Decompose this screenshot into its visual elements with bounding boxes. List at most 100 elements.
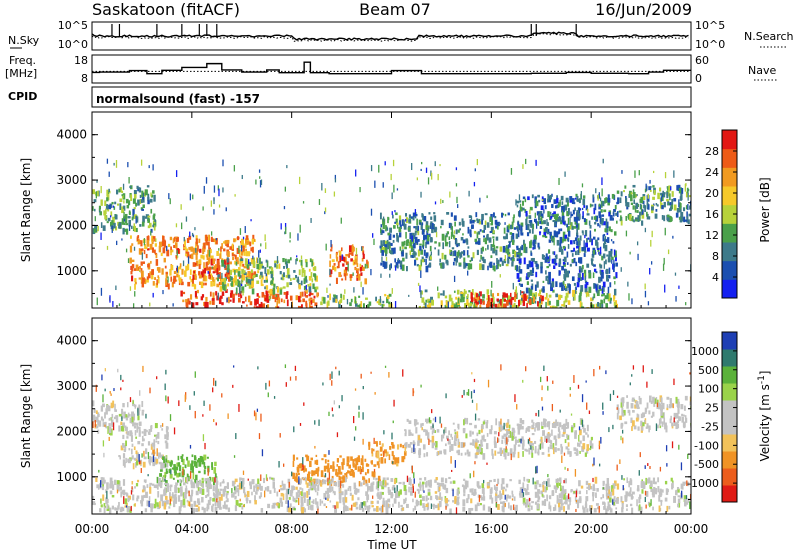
data-cell bbox=[133, 425, 137, 429]
data-cell bbox=[172, 303, 174, 307]
data-cell bbox=[444, 304, 447, 308]
data-cell bbox=[499, 447, 503, 454]
data-cell bbox=[681, 485, 684, 490]
data-cell bbox=[135, 202, 137, 207]
data-cell bbox=[302, 298, 305, 303]
data-cell bbox=[205, 296, 208, 302]
data-cell bbox=[553, 258, 557, 265]
data-cell bbox=[394, 301, 397, 308]
data-cell bbox=[233, 165, 236, 172]
data-cell bbox=[204, 275, 208, 282]
data-cell bbox=[613, 501, 616, 506]
data-cell bbox=[616, 497, 619, 504]
data-cell bbox=[606, 506, 609, 512]
data-cell bbox=[481, 424, 484, 430]
data-cell bbox=[409, 442, 413, 445]
data-cell bbox=[282, 483, 285, 491]
data-cell bbox=[169, 485, 172, 492]
data-cell bbox=[414, 230, 417, 234]
data-cell bbox=[517, 444, 521, 447]
data-cell bbox=[673, 204, 677, 211]
data-cell bbox=[534, 446, 537, 453]
data-cell bbox=[118, 425, 121, 432]
data-cell bbox=[355, 506, 359, 510]
data-cell bbox=[159, 481, 163, 489]
data-cell bbox=[449, 481, 452, 484]
data-cell bbox=[144, 243, 146, 249]
data-cell bbox=[342, 294, 345, 300]
data-cell bbox=[629, 503, 633, 507]
data-cell bbox=[178, 506, 182, 512]
data-cell bbox=[571, 225, 574, 230]
data-cell bbox=[308, 298, 312, 302]
data-cell bbox=[168, 468, 172, 474]
data-cell bbox=[526, 264, 530, 270]
data-cell bbox=[528, 229, 531, 234]
data-cell bbox=[625, 197, 628, 203]
data-cell bbox=[208, 485, 211, 490]
data-cell bbox=[561, 284, 564, 291]
data-cell bbox=[404, 499, 407, 504]
data-cell bbox=[573, 491, 576, 494]
data-cell bbox=[163, 502, 167, 510]
data-cell bbox=[528, 215, 532, 219]
data-cell bbox=[177, 479, 179, 483]
data-cell bbox=[601, 218, 603, 226]
data-cell bbox=[469, 229, 472, 236]
data-region bbox=[368, 440, 407, 467]
data-cell bbox=[499, 450, 502, 454]
data-cell bbox=[501, 439, 504, 444]
data-cell bbox=[159, 501, 161, 509]
data-cell bbox=[430, 170, 432, 177]
data-cell bbox=[219, 482, 222, 487]
data-cell bbox=[678, 217, 681, 220]
data-cell bbox=[166, 434, 169, 441]
data-cell bbox=[529, 298, 532, 306]
data-cell bbox=[598, 204, 602, 210]
data-cell bbox=[530, 239, 532, 246]
data-cell bbox=[391, 192, 393, 200]
data-cell bbox=[546, 486, 548, 491]
data-cell bbox=[235, 287, 238, 295]
data-cell bbox=[418, 452, 421, 458]
data-cell bbox=[147, 273, 151, 279]
data-cell bbox=[446, 260, 449, 266]
data-cell bbox=[631, 215, 634, 222]
data-cell bbox=[466, 480, 469, 488]
data-cell bbox=[152, 281, 155, 286]
data-cell bbox=[563, 256, 567, 263]
noise-right-tick-bottom: 10^0 bbox=[695, 38, 725, 51]
data-cell bbox=[675, 412, 679, 419]
data-cell bbox=[511, 262, 514, 267]
noise-left-tick-top: 10^5 bbox=[58, 19, 88, 32]
data-cell bbox=[551, 429, 553, 436]
data-cell bbox=[501, 505, 505, 512]
data-cell bbox=[442, 483, 445, 490]
data-cell bbox=[329, 269, 333, 275]
data-cell bbox=[513, 227, 517, 230]
data-cell bbox=[201, 496, 204, 503]
data-region bbox=[616, 184, 691, 226]
data-cell bbox=[96, 190, 99, 197]
data-cell bbox=[440, 225, 442, 229]
data-cell bbox=[276, 286, 280, 293]
data-cell bbox=[318, 419, 320, 426]
data-cell bbox=[317, 466, 320, 472]
data-cell bbox=[258, 483, 262, 490]
data-cell bbox=[602, 487, 604, 490]
data-cell bbox=[307, 284, 310, 287]
data-cell bbox=[104, 412, 106, 419]
data-cell bbox=[683, 216, 686, 223]
data-cell bbox=[518, 247, 521, 254]
data-cell bbox=[241, 301, 245, 304]
data-cell bbox=[671, 441, 674, 449]
data-cell bbox=[613, 496, 616, 503]
data-cell bbox=[219, 253, 222, 259]
data-cell bbox=[607, 501, 610, 507]
data-cell bbox=[548, 255, 551, 261]
data-cell bbox=[135, 216, 139, 223]
data-cell bbox=[153, 213, 156, 217]
data-cell bbox=[664, 284, 666, 293]
data-cell bbox=[603, 502, 606, 510]
data-cell bbox=[335, 468, 338, 476]
